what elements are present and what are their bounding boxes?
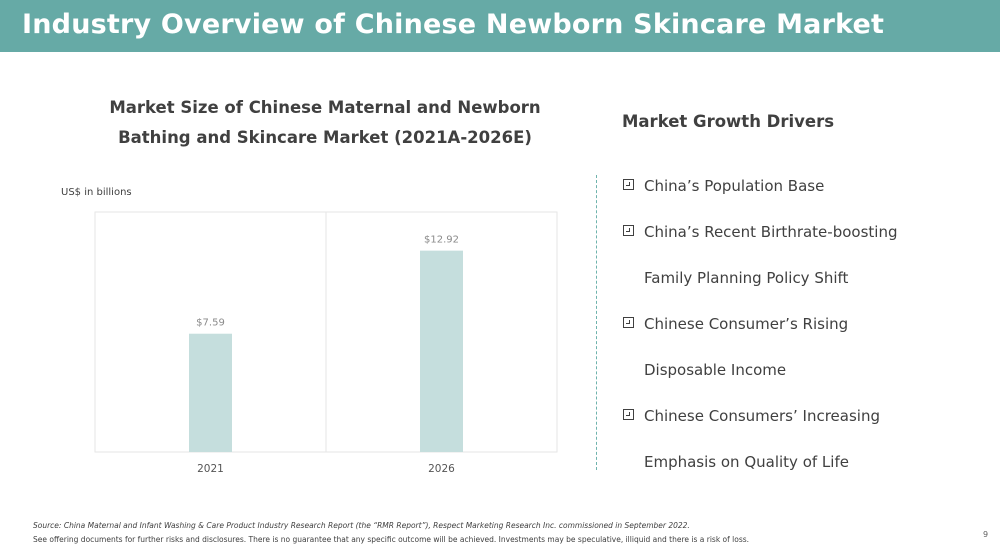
drivers-list: China’s Population Base China’s Recent Bi… [622,163,992,485]
bar [420,250,463,452]
driver-item: China’s Population Base [622,163,992,209]
driver-text: Disposable Income [644,361,787,379]
driver-text: Emphasis on Quality of Life [644,453,849,471]
chart-title-line-1: Market Size of Chinese Maternal and Newb… [109,98,541,117]
source-note: Source: China Maternal and Infant Washin… [33,521,690,530]
driver-text: Chinese Consumer’s Rising [644,315,849,333]
unit-label: US$ in billions [61,187,132,198]
checkbox-icon [623,179,634,190]
checkbox-icon [623,409,634,420]
driver-text: China’s Recent Birthrate-boosting [644,223,898,241]
data-label: $7.59 [196,318,225,329]
data-label: $12.92 [424,235,459,246]
x-tick-label: 2026 [428,463,455,475]
drivers-title: Market Growth Drivers [622,112,835,131]
bar [189,333,232,452]
chart-title-line-2: Bathing and Skincare Market (2021A-2026E… [118,128,532,147]
section-divider [596,175,597,470]
page-number: 9 [983,530,989,539]
bar-chart: $7.59 2021 $12.92 2026 [94,211,558,475]
chart-title: Market Size of Chinese Maternal and Newb… [90,93,560,153]
driver-text: China’s Population Base [644,177,825,195]
page-title: Industry Overview of Chinese Newborn Ski… [22,9,885,40]
driver-text: Family Planning Policy Shift [644,269,849,287]
checkbox-icon [623,225,634,236]
header-bar: Industry Overview of Chinese Newborn Ski… [0,0,1000,52]
disclaimer-note: See offering documents for further risks… [33,535,750,544]
driver-item: Chinese Consumer’s Rising Disposable Inco… [622,301,992,393]
driver-text: Chinese Consumers’ Increasing [644,407,880,425]
driver-item: Chinese Consumers’ Increasing Emphasis on… [622,393,992,485]
checkbox-icon [623,317,634,328]
x-tick-label: 2021 [197,463,224,475]
driver-item: China’s Recent Birthrate-boosting Family … [622,209,992,301]
